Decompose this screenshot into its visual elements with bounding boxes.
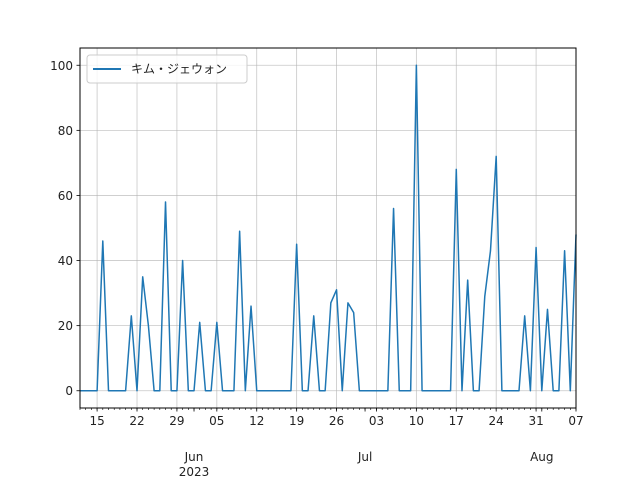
x-tick-label: 24 — [489, 414, 504, 428]
y-tick-label: 20 — [58, 319, 73, 333]
series-line — [80, 64, 577, 392]
x-tick-label: 15 — [89, 414, 104, 428]
x-tick-label: 05 — [209, 414, 224, 428]
plot-frame — [79, 47, 577, 409]
x-tick-label: 26 — [329, 414, 344, 428]
x-month-label: Aug — [530, 450, 553, 464]
x-year-label: 2023 — [179, 465, 210, 479]
x-tick-label: 31 — [528, 414, 543, 428]
x-tick-label: 07 — [568, 414, 583, 428]
x-month-label: Jun — [184, 450, 204, 464]
y-tick-label: 100 — [50, 59, 73, 73]
x-tick-label: 10 — [409, 414, 424, 428]
x-tick-label: 29 — [169, 414, 184, 428]
legend-label: キム・ジェウォン — [131, 62, 227, 76]
y-tick-label: 60 — [58, 189, 73, 203]
x-tick-label: 03 — [369, 414, 384, 428]
x-tick-label: 17 — [449, 414, 464, 428]
x-tick-label: 22 — [129, 414, 144, 428]
x-tick-label: 12 — [249, 414, 264, 428]
legend-box — [86, 54, 248, 84]
x-axis: 15 22 29 05 12 19 26 03 10 17 24 31 07 Jun Jul Aug 2023 — [79, 408, 584, 479]
series-layer — [80, 64, 577, 392]
y-tick-label: 0 — [65, 384, 73, 398]
y-tick-label: 40 — [58, 254, 73, 268]
x-month-label: Jul — [357, 450, 372, 464]
legend: キム・ジェウォン — [86, 54, 248, 84]
y-axis: 0 20 40 60 80 100 — [50, 59, 80, 398]
x-tick-label: 19 — [289, 414, 304, 428]
y-tick-label: 80 — [58, 124, 73, 138]
